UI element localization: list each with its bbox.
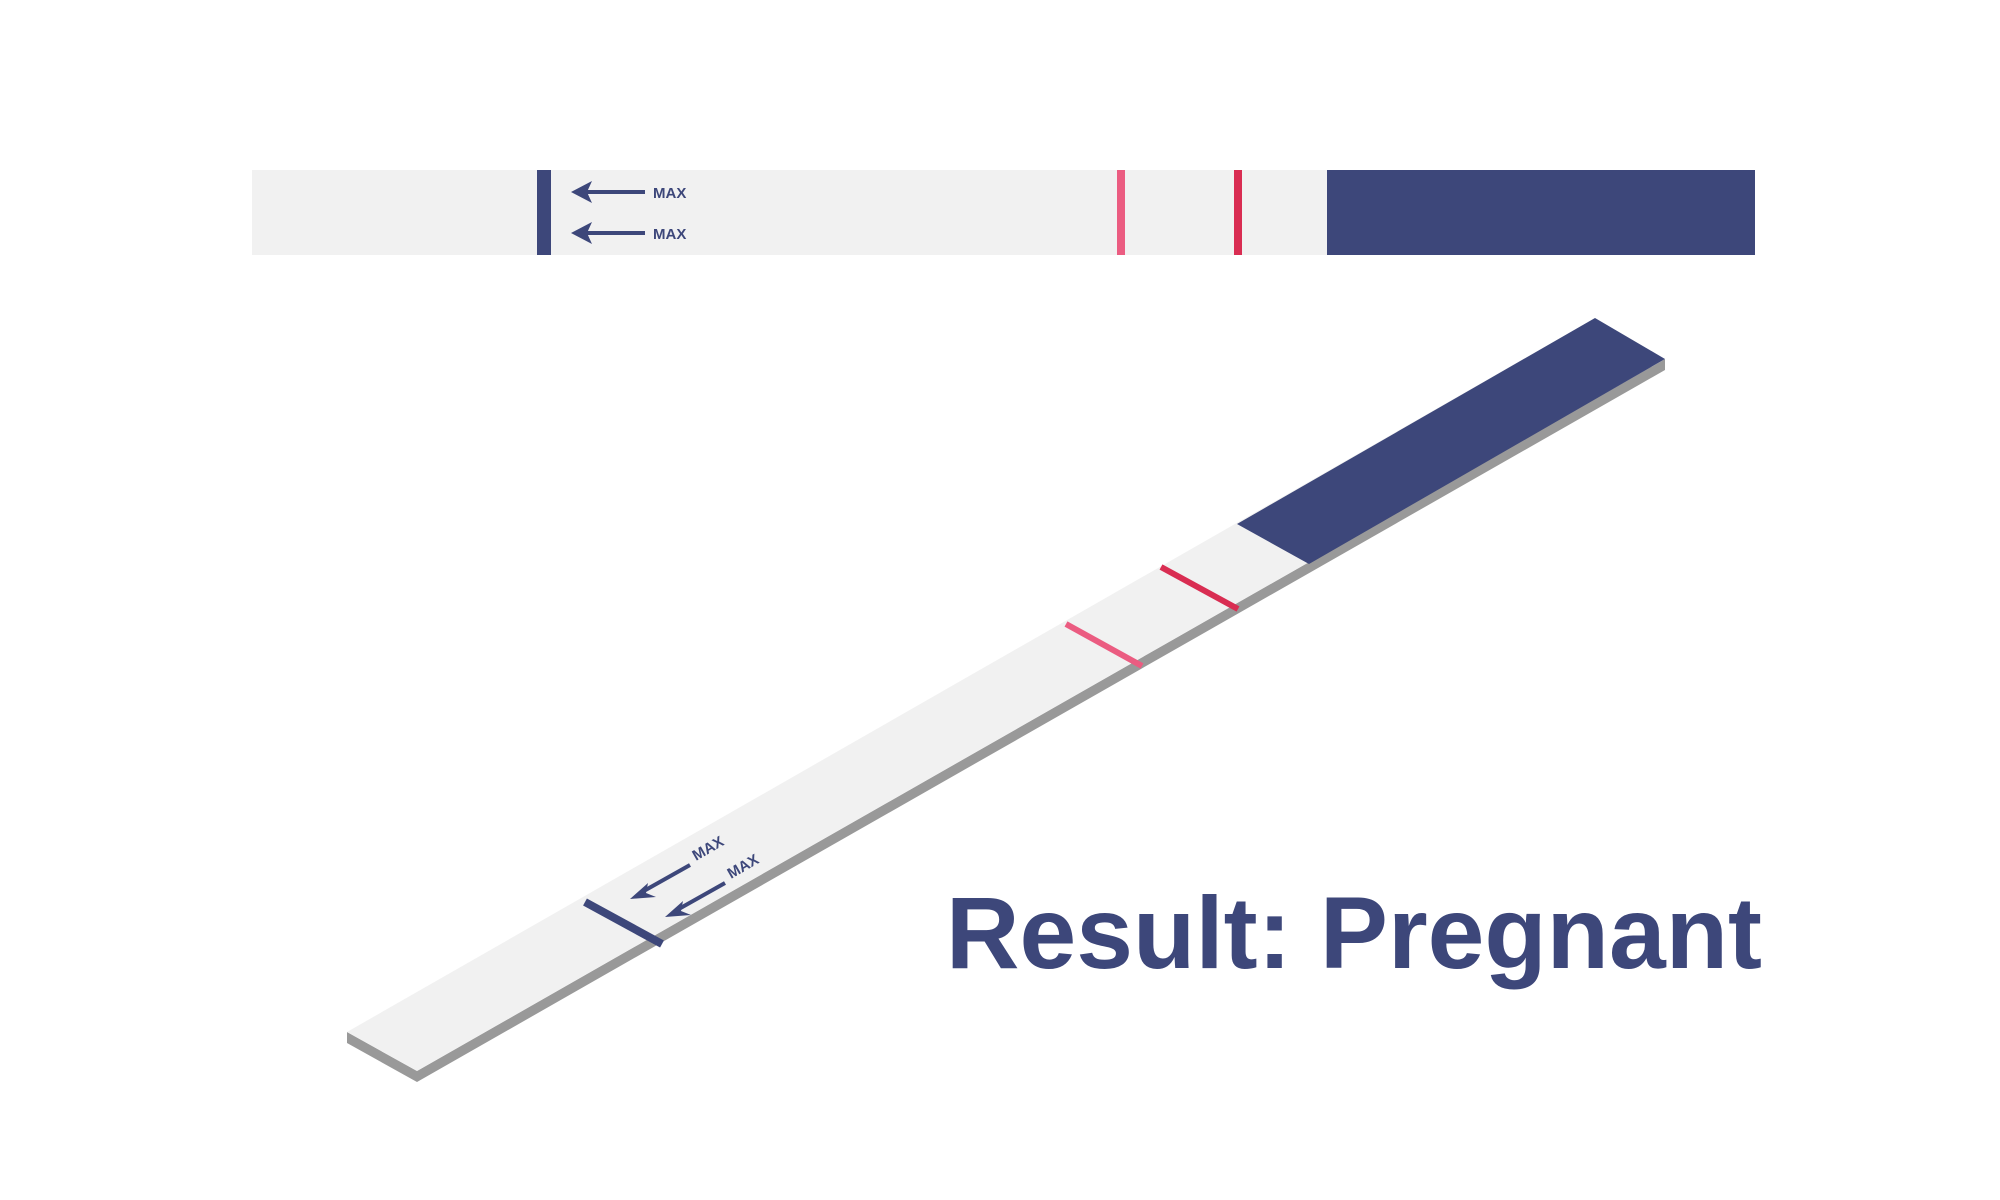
arrow-diagonal-icon [676,881,726,912]
flat-strip-max-indicator-1: MAX [571,181,686,203]
flat-strip-max-label: MAX [653,226,686,243]
iso-strip-control-line [1064,621,1144,669]
arrow-diagonal-icon [641,863,691,894]
isometric-test-strip: MAX MAX [347,318,1665,1082]
flat-strip-max-label: MAX [653,185,686,202]
iso-strip-max-line [583,898,664,948]
arrowhead-diagonal-icon [665,901,691,917]
flat-strip-handle [1327,170,1755,255]
arrowhead-left-icon [571,222,592,244]
flat-strip-control-line [1117,170,1125,255]
result-caption: Result: Pregnant [946,876,1762,990]
iso-strip-handle [1237,318,1665,564]
arrowhead-left-icon [571,181,592,203]
flat-strip-max-indicator-2: MAX [571,222,686,244]
iso-strip-test-line [1159,564,1240,612]
flat-strip-test-line [1234,170,1242,255]
flat-strip-max-line [537,170,551,255]
arrowhead-diagonal-icon [630,883,656,899]
flat-test-strip: MAX MAX [252,170,1755,255]
